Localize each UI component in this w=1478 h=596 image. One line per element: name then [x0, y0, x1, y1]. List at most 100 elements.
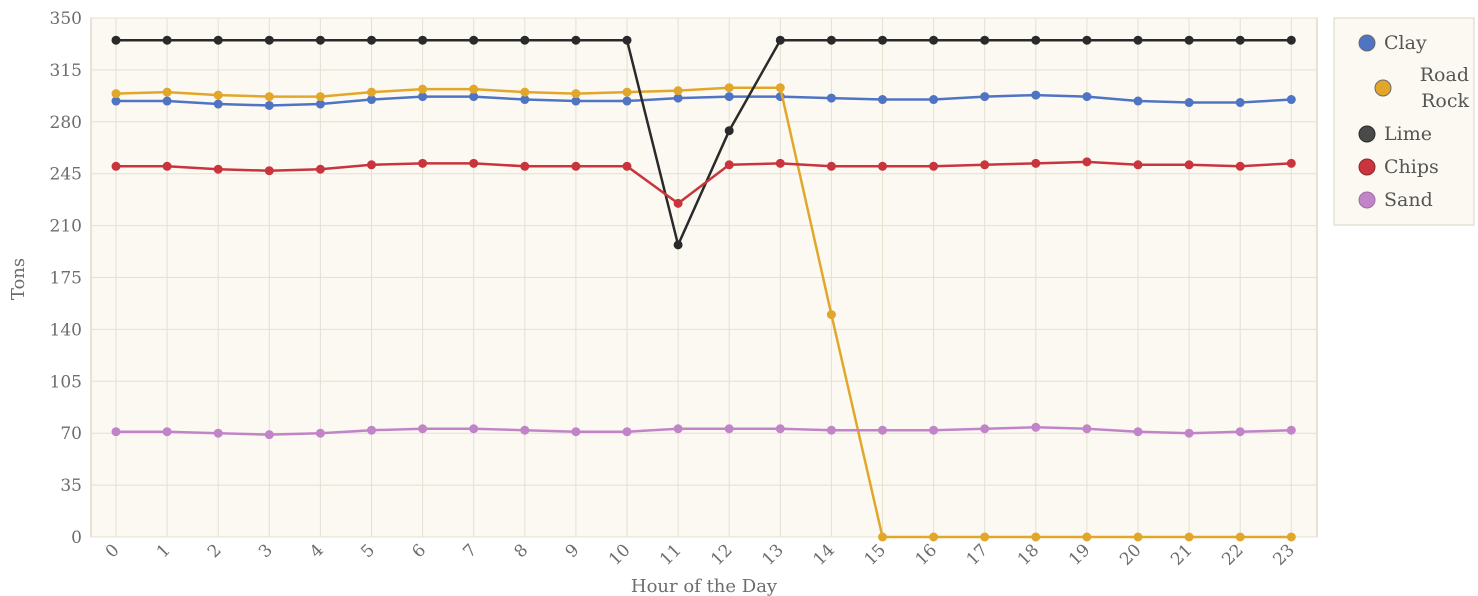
legend-label-sand: Sand	[1384, 189, 1433, 211]
legend-marker-chips	[1358, 158, 1376, 176]
x-tick-label: 16	[912, 540, 941, 569]
data-point-road-rock	[724, 83, 734, 93]
data-point-clay	[520, 95, 530, 105]
data-point-clay	[315, 99, 325, 109]
data-point-road-rock	[162, 87, 172, 97]
x-tick-label: 4	[306, 540, 328, 562]
series-line-clay	[116, 93, 1292, 107]
data-point-clay	[162, 96, 172, 106]
legend-label-chips: Chips	[1384, 156, 1439, 178]
legend-label-clay: Clay	[1384, 32, 1427, 54]
data-point-lime	[469, 35, 479, 45]
x-tick-label: 20	[1116, 540, 1145, 569]
data-point-lime	[213, 35, 223, 45]
data-point-sand	[1286, 425, 1296, 435]
data-point-clay	[264, 100, 274, 110]
x-tick-label: 23	[1269, 540, 1298, 569]
data-point-road-rock	[980, 532, 990, 542]
data-point-chips	[1031, 158, 1041, 168]
data-point-lime	[878, 35, 887, 45]
x-tick-label: 9	[562, 540, 584, 562]
x-tick-label: 12	[707, 540, 736, 569]
legend-label-lime: Lime	[1384, 123, 1432, 145]
x-tick-label: 11	[656, 540, 685, 569]
data-point-sand	[367, 425, 376, 435]
data-point-sand	[1133, 427, 1143, 437]
data-point-sand	[1031, 422, 1041, 432]
data-point-clay	[1031, 90, 1041, 100]
y-tick-label: 315	[50, 61, 82, 81]
x-tick-label: 17	[963, 540, 992, 569]
data-point-lime	[264, 35, 274, 45]
data-point-sand	[571, 427, 581, 437]
series-line-lime	[116, 38, 1292, 247]
data-point-sand	[418, 424, 428, 434]
data-point-lime	[418, 35, 428, 45]
x-tick-label: 0	[102, 540, 124, 562]
data-point-chips	[1082, 157, 1092, 167]
series-line-road-rock	[115, 86, 1292, 539]
data-point-road-rock	[1082, 532, 1092, 542]
series-group	[111, 35, 1296, 542]
x-tick-label: 1	[153, 540, 175, 562]
legend-label-road-rock-line1: Road	[1420, 64, 1469, 86]
legend-box	[1333, 17, 1475, 226]
data-point-sand	[111, 427, 121, 437]
data-point-lime	[1031, 35, 1041, 45]
data-point-clay	[622, 96, 632, 106]
data-point-lime	[1286, 35, 1296, 45]
data-point-sand	[213, 428, 223, 438]
x-axis-ticks: 0 1 2 3 4 5 6 7 8 9 10 11 12 13 14 15 16 17 18 19 20 21 22 23	[102, 540, 1299, 569]
data-point-road-rock	[878, 532, 887, 542]
y-tick-label: 245	[50, 165, 82, 185]
x-tick-label: 7	[459, 540, 481, 562]
y-axis-ticks: 0 35 70 105 140 175 210 245 280 315 350	[50, 9, 82, 548]
data-point-lime	[673, 240, 683, 250]
data-point-road-rock	[264, 92, 274, 102]
data-point-road-rock	[111, 89, 121, 99]
data-point-road-rock	[673, 86, 683, 96]
data-point-chips	[878, 161, 887, 171]
data-point-sand	[315, 428, 325, 438]
x-tick-label: 10	[605, 540, 634, 569]
y-tick-label: 175	[50, 269, 82, 289]
data-point-sand	[724, 424, 734, 434]
x-tick-label: 15	[861, 540, 890, 569]
data-point-sand	[980, 424, 990, 434]
data-point-clay	[878, 95, 887, 105]
data-point-chips	[775, 158, 785, 168]
data-point-clay	[826, 93, 836, 103]
data-point-chips	[1286, 158, 1296, 168]
data-point-road-rock	[1133, 532, 1143, 542]
data-point-lime	[826, 35, 836, 45]
data-point-road-rock	[418, 84, 428, 94]
data-point-clay	[1082, 92, 1092, 102]
data-point-chips	[264, 166, 274, 176]
legend: Clay Road Rock Lime Chips Sand	[1333, 17, 1475, 226]
data-point-chips	[367, 160, 376, 170]
y-axis-title: Tons	[8, 258, 29, 300]
data-point-road-rock	[1286, 532, 1296, 542]
data-point-lime	[980, 35, 990, 45]
data-point-lime	[111, 35, 121, 45]
data-point-sand	[929, 425, 939, 435]
x-tick-label: 19	[1065, 540, 1094, 569]
data-point-lime	[929, 35, 939, 45]
data-point-clay	[1133, 96, 1143, 106]
x-tick-label: 13	[758, 540, 787, 569]
data-point-clay	[469, 92, 479, 102]
y-tick-label: 70	[60, 424, 82, 444]
data-point-sand	[1082, 424, 1092, 434]
data-point-road-rock	[213, 90, 223, 100]
data-point-lime	[1184, 35, 1194, 45]
data-point-clay	[213, 99, 223, 109]
data-point-clay	[1235, 98, 1245, 108]
data-point-lime	[520, 35, 530, 45]
data-point-road-rock	[1235, 532, 1245, 542]
y-tick-label: 35	[60, 476, 82, 496]
data-point-chips	[673, 198, 683, 208]
x-axis-title: Hour of the Day	[631, 576, 778, 596]
data-point-chips	[469, 158, 479, 168]
data-point-road-rock	[929, 532, 939, 542]
